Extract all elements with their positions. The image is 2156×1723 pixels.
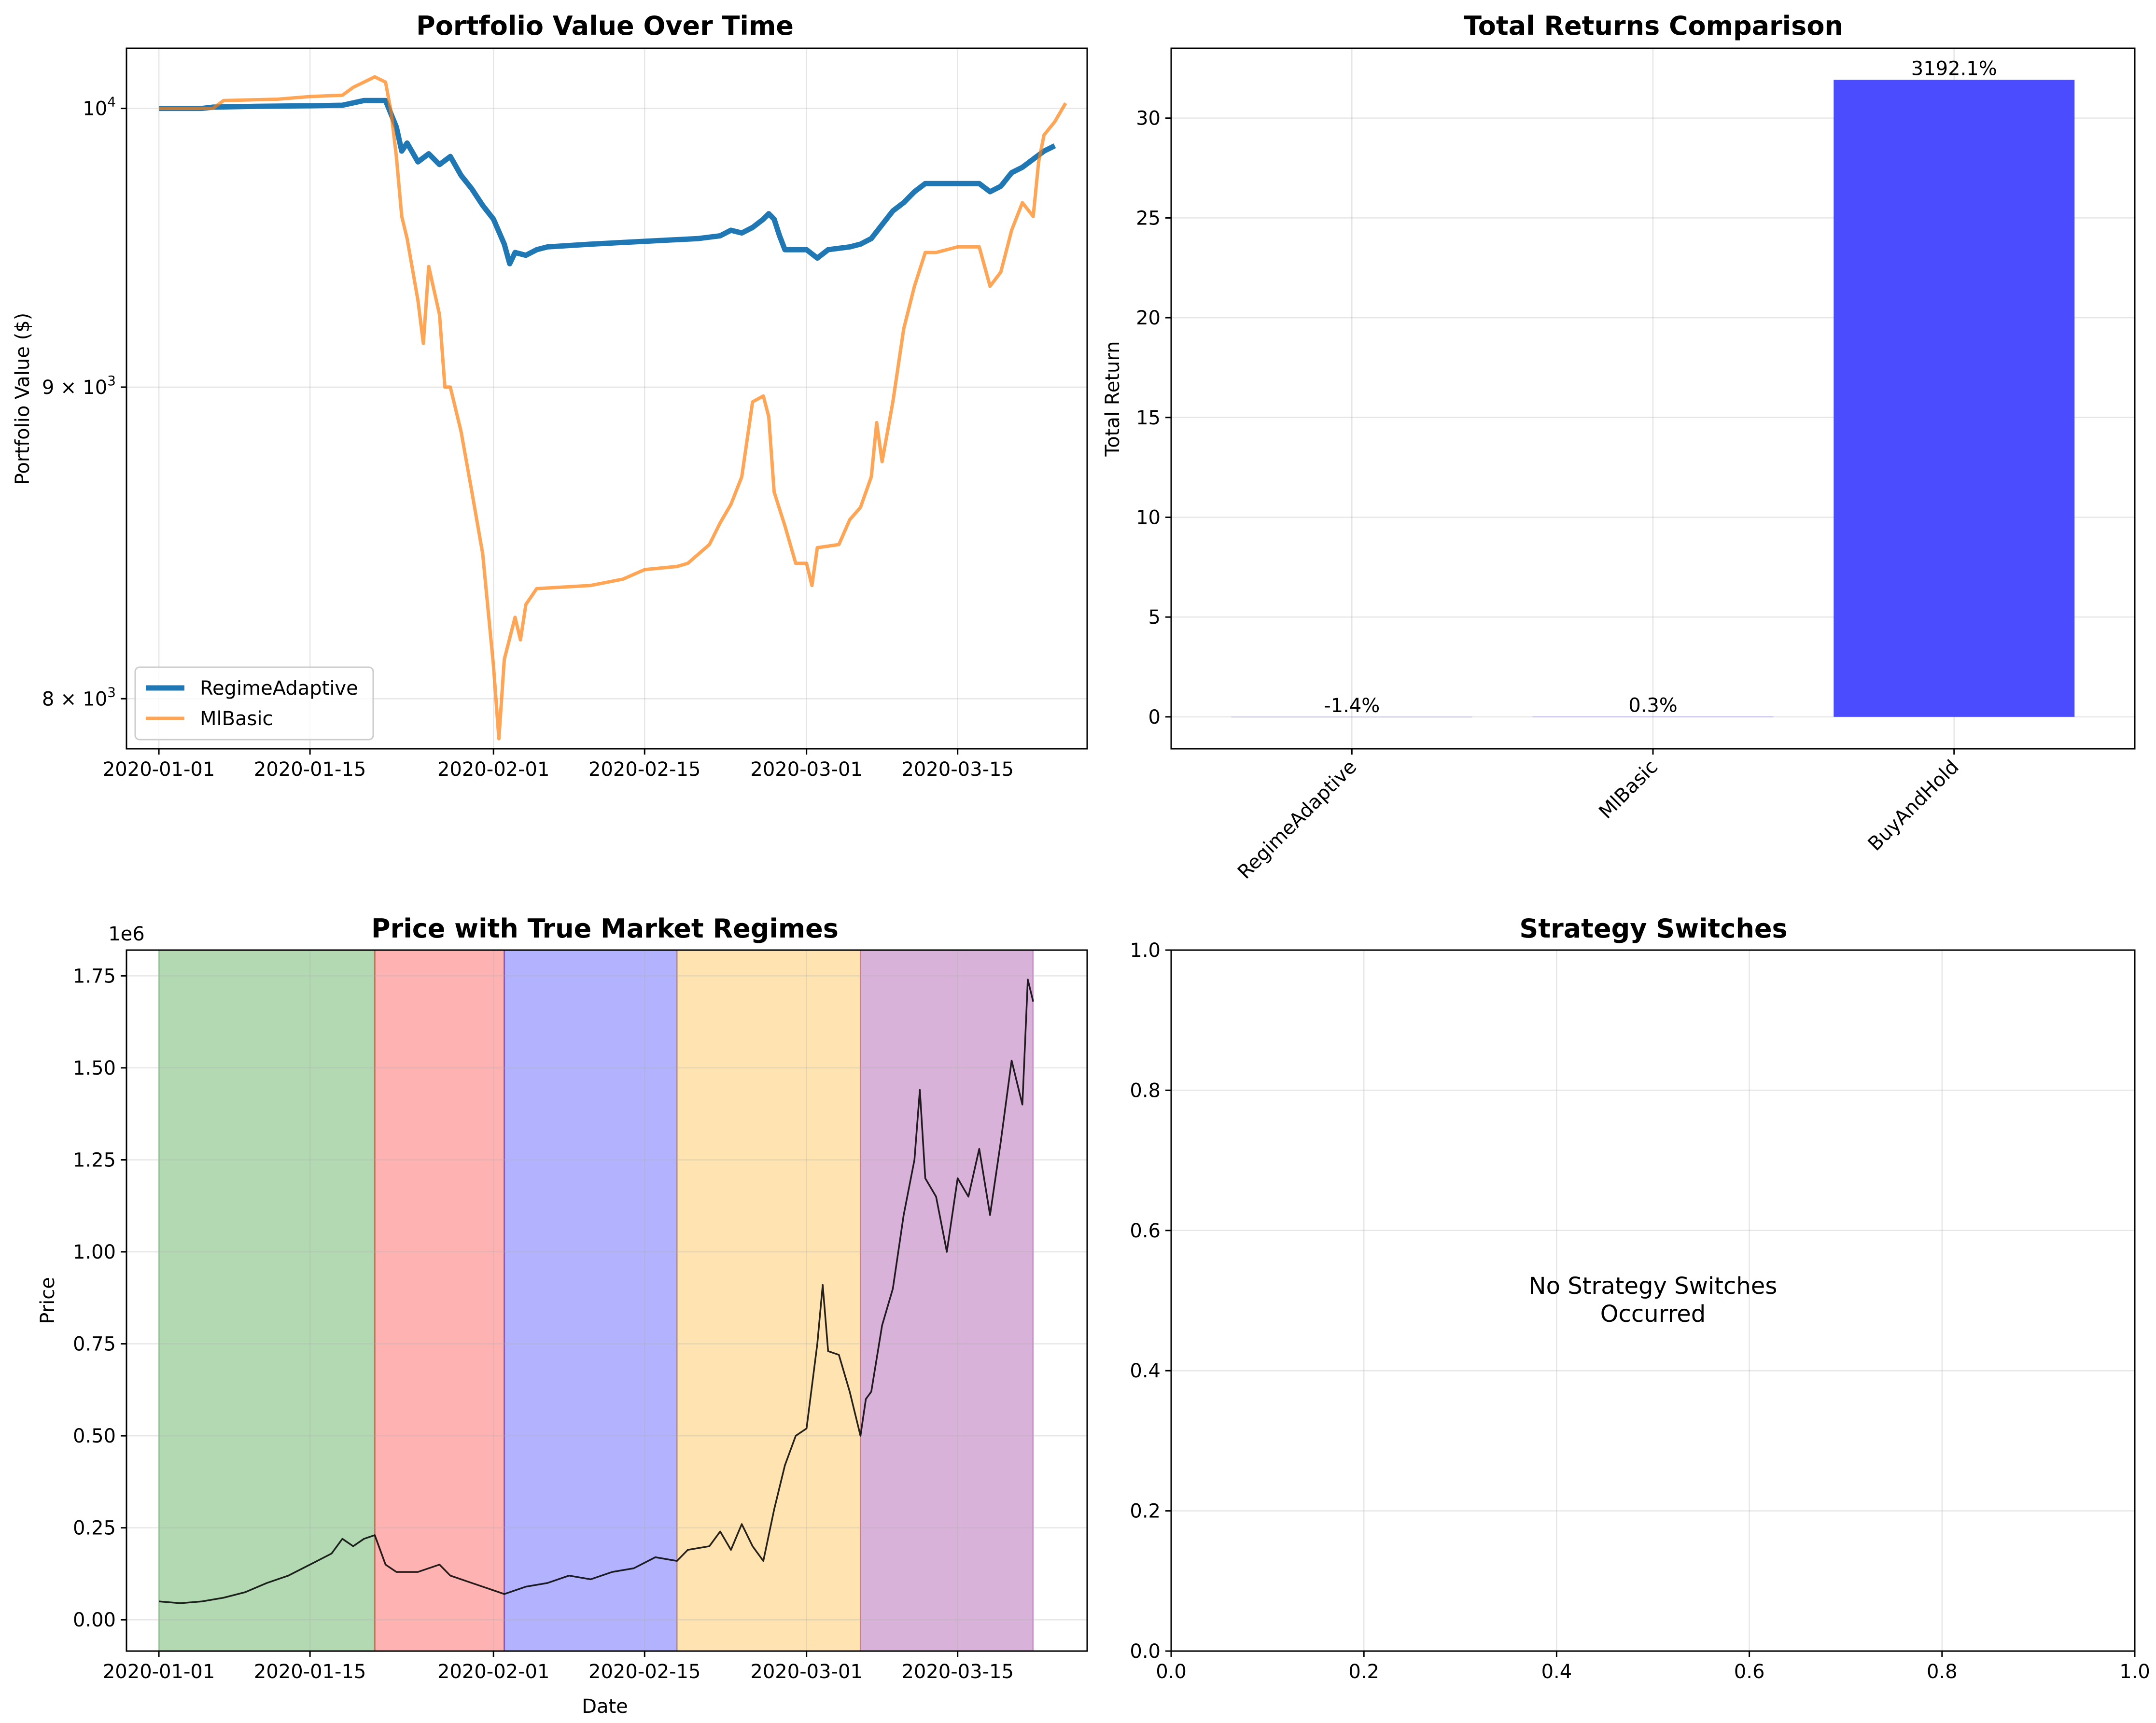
y-tick-label: 104 [83, 94, 116, 120]
x-tick-label: 0.0 [1156, 1661, 1187, 1683]
price-line [158, 979, 1034, 1604]
regime-region-5 [859, 949, 1034, 1652]
y-tick-label: 1.50 [73, 1057, 116, 1079]
plot-area [1170, 949, 2136, 1652]
series-line-regimeadaptive [159, 98, 1056, 266]
x-tick-label: 2020-01-01 [103, 758, 215, 781]
plot-area [126, 47, 1088, 750]
y-tick-label: 1.00 [73, 1241, 116, 1263]
x-tick-label: 2020-02-01 [437, 1661, 549, 1683]
x-tick-label: 2020-02-01 [437, 758, 549, 781]
legend-frame [134, 666, 374, 741]
y-tick-label: 30 [1136, 108, 1161, 130]
y-tick-label: 10 [1136, 506, 1161, 529]
y-axis-ticks: 0 5 10 15 20 25 30 [1136, 108, 1171, 728]
y-tick-label: 0.4 [1130, 1360, 1161, 1382]
y-axis-ticks: 104 9 × 103 8 × 103 [42, 94, 126, 710]
chart-title: Portfolio Value Over Time [416, 11, 794, 41]
x-axis-ticks: 2020-01-01 2020-01-15 2020-02-01 2020-02-15… [103, 1651, 1014, 1683]
regime-region-2 [374, 949, 505, 1652]
y-axis-label: Price [37, 1277, 59, 1324]
x-tick-label: 2020-03-01 [750, 758, 862, 781]
y-tick-label: 1.75 [73, 965, 116, 987]
y-tick-label: 0.8 [1130, 1079, 1161, 1102]
y-tick-label: 9 × 103 [42, 373, 116, 399]
y-tick-label: 0.6 [1130, 1220, 1161, 1242]
series-lines [159, 75, 1067, 741]
y-tick-label: 0.00 [73, 1609, 116, 1631]
y-axis-ticks: 0.0 0.2 0.4 0.6 0.8 1.0 [1130, 939, 1171, 1663]
chart-title: Strategy Switches [1519, 913, 1787, 944]
x-tick-label: 2020-01-15 [254, 758, 366, 781]
strategy-switches-chart: Strategy Switches 0.0 0.2 0.4 0.6 0.8 1.0 0.0… [1130, 913, 2150, 1683]
x-tick-label: 2020-01-15 [254, 1661, 366, 1683]
chart-title: Total Returns Comparison [1464, 11, 1843, 41]
price-regimes-chart: Price with True Market Regimes 2020-01-0… [37, 913, 1088, 1718]
y-tick-label: 0.75 [73, 1333, 116, 1356]
legend-label-regimeadaptive: RegimeAdaptive [200, 677, 358, 700]
bars: -1.4% 0.3% 3192.1% [1231, 57, 2075, 717]
y-tick-label: 0 [1148, 706, 1161, 728]
x-tick-label: 1.0 [2119, 1661, 2150, 1683]
bar-buyandhold [1834, 80, 2075, 717]
y-tick-label: 1.25 [73, 1149, 116, 1171]
x-tick-label: 2020-03-15 [901, 758, 1013, 781]
regime-region-4 [676, 949, 861, 1652]
y-tick-label: 20 [1136, 307, 1161, 329]
price-series-line [158, 979, 1034, 1604]
gridlines [126, 48, 1087, 749]
portfolio-value-chart: Portfolio Value Over Time 2020-01-01 2020… [12, 11, 1088, 781]
gridlines [126, 950, 1087, 1651]
y-axis-label: Total Return [1102, 341, 1124, 457]
y-axis-ticks: 0.00 0.25 0.50 0.75 1.00 1.25 1.50 1.75 [73, 965, 126, 1631]
x-tick-label: 2020-03-01 [750, 1661, 862, 1683]
legend-label-mlbasic: MlBasic [200, 708, 273, 730]
x-tick-label: 0.4 [1541, 1661, 1572, 1683]
y-tick-label: 0.0 [1130, 1640, 1161, 1663]
legend: RegimeAdaptive MlBasic [134, 666, 374, 741]
regime-regions [158, 949, 1034, 1652]
annotation-line-2: Occurred [1600, 1301, 1706, 1328]
x-tick-label: 0.2 [1348, 1661, 1379, 1683]
y-tick-label: 5 [1148, 606, 1161, 629]
y-tick-label: 0.2 [1130, 1500, 1161, 1523]
x-tick-label: 2020-02-15 [588, 758, 700, 781]
y-tick-label: 25 [1136, 207, 1161, 229]
x-tick-label: 0.8 [1927, 1661, 1958, 1683]
bar-value-label: -1.4% [1324, 695, 1380, 717]
y-offset-label: 1e6 [108, 923, 145, 945]
bar-value-label: 3192.1% [1911, 57, 1997, 80]
x-tick-label: 2020-03-15 [901, 1661, 1013, 1683]
x-axis-ticks: 0.0 0.2 0.4 0.6 0.8 1.0 [1156, 1651, 2150, 1683]
y-tick-label: 1.0 [1130, 939, 1161, 962]
y-tick-label: 0.25 [73, 1517, 116, 1540]
plot-area [126, 949, 1088, 1652]
chart-title: Price with True Market Regimes [371, 913, 839, 944]
x-tick-label: 2020-02-15 [588, 1661, 700, 1683]
y-tick-label: 8 × 103 [42, 684, 116, 710]
x-axis-label: Date [582, 1695, 628, 1718]
regime-region-3 [504, 949, 678, 1652]
y-axis-label: Portfolio Value ($) [12, 313, 34, 485]
series-line-mlbasic [159, 75, 1067, 741]
x-tick-label: 0.6 [1734, 1661, 1765, 1683]
annotation-line-1: No Strategy Switches [1529, 1273, 1778, 1300]
x-axis-ticks: 2020-01-01 2020-01-15 2020-02-01 2020-02-15… [103, 749, 1014, 781]
y-tick-label: 15 [1136, 407, 1161, 429]
x-tick-label: 2020-01-01 [103, 1661, 215, 1683]
bar-value-label: 0.3% [1628, 695, 1678, 717]
y-tick-label: 0.50 [73, 1425, 116, 1447]
regime-region-1 [158, 949, 376, 1652]
